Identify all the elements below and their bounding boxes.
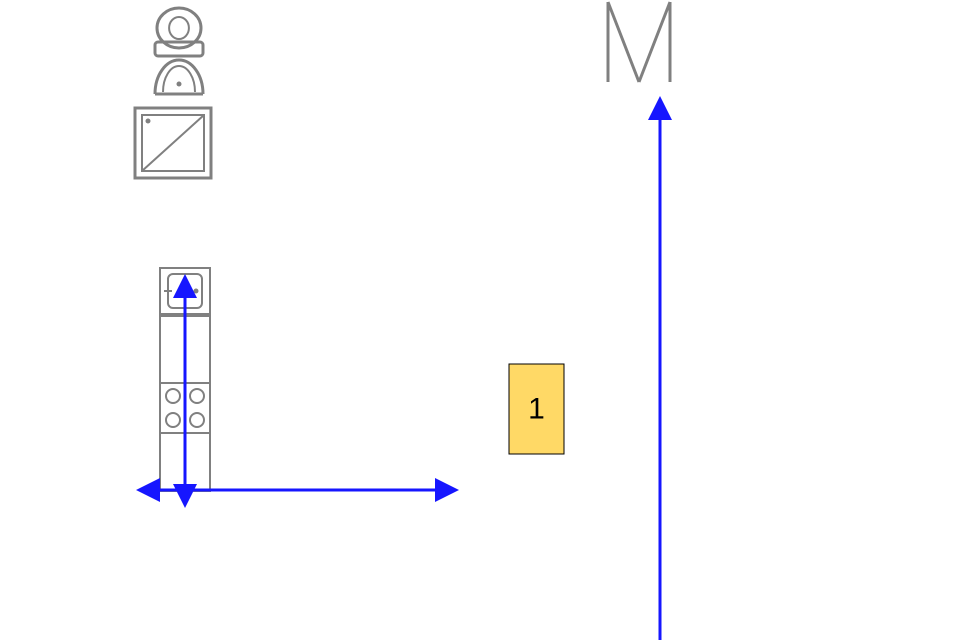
toilet-icon <box>155 8 203 56</box>
ironing-board-icon <box>608 2 670 82</box>
floor-plan-diagram: 1 <box>0 0 960 640</box>
annotation-label-1: 1 <box>509 364 564 454</box>
wash-basin-icon <box>155 60 203 94</box>
annotation-label-text: 1 <box>528 393 545 426</box>
shower-icon <box>135 108 211 178</box>
